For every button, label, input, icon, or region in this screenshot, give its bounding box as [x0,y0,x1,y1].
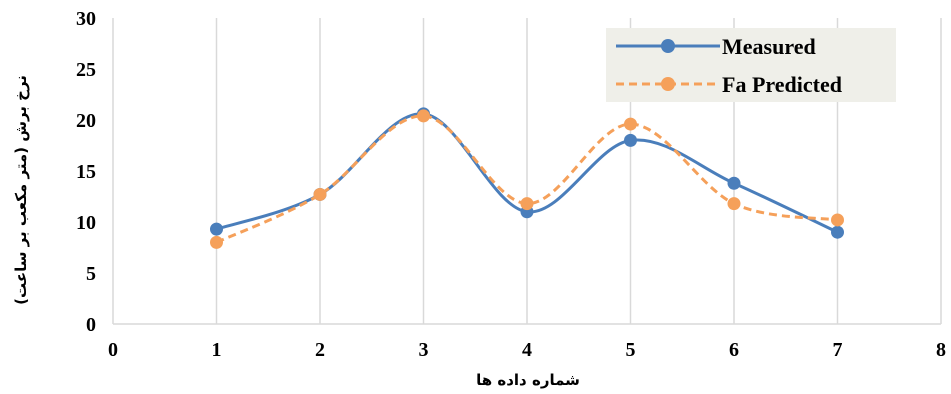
x-tick-label: 0 [108,339,118,361]
x-tick-label: 1 [212,339,222,361]
x-tick-label: 4 [522,339,532,361]
x-tick-label: 2 [315,339,325,361]
y-tick-label: 25 [76,59,96,81]
legend-box [606,28,896,102]
x-tick-label: 8 [936,339,946,361]
legend: Measured Fa Predicted [606,28,896,102]
legend-marker-fa-predicted [661,77,675,91]
x-axis-title: شماره داده ها [476,371,580,389]
series-group [210,107,844,249]
y-tick-labels: 0 5 10 15 20 25 30 [76,8,96,336]
y-axis-title: نرخ برش (متر مکعب بر ساعت) [12,75,30,305]
y-tick-label: 5 [86,263,96,285]
x-tick-label: 5 [626,339,636,361]
y-tick-label: 30 [76,8,96,30]
data-point-fa-predicted [520,197,534,211]
data-point-fa-predicted [624,117,637,131]
legend-label-measured: Measured [722,34,816,59]
y-tick-label: 0 [86,314,96,336]
data-point-measured [831,225,844,239]
data-point-measured [727,176,741,190]
data-point-fa-predicted [727,197,741,211]
x-tick-label: 3 [419,339,429,361]
legend-marker-measured [661,39,675,53]
y-tick-label: 10 [76,212,96,234]
x-tick-label: 7 [833,339,843,361]
data-point-fa-predicted [210,235,223,249]
legend-label-fa-predicted: Fa Predicted [722,72,842,97]
data-point-measured [210,222,223,236]
y-tick-label: 15 [76,161,96,183]
legend-entry-fa-predicted: Fa Predicted [616,72,842,97]
data-point-fa-predicted [831,213,844,227]
data-point-fa-predicted [313,187,327,201]
data-point-fa-predicted [417,109,430,123]
x-tick-labels: 0 1 2 3 4 5 6 7 8 [108,339,946,361]
y-tick-label: 20 [76,110,96,132]
legend-entry-measured: Measured [616,34,816,59]
data-point-measured [624,133,637,147]
x-tick-label: 6 [729,339,739,361]
